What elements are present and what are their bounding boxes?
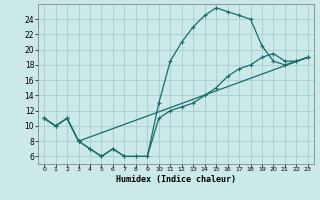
X-axis label: Humidex (Indice chaleur): Humidex (Indice chaleur): [116, 175, 236, 184]
